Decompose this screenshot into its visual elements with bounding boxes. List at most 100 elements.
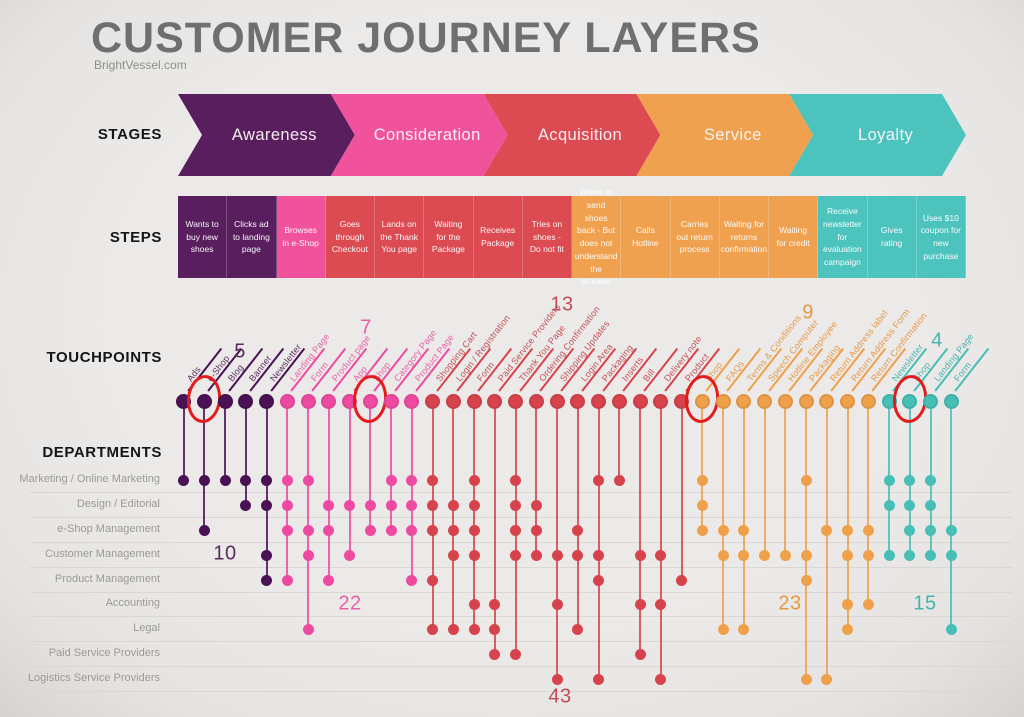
connection-count-label: 43: [548, 685, 572, 708]
department-connection-dot: [593, 574, 604, 586]
department-connection-dot: [800, 673, 812, 685]
touchpoint-stem: [825, 401, 828, 679]
department-connection-dot: [447, 549, 459, 561]
touchpoint-count-label: 7: [360, 316, 372, 339]
department-connection-dot: [489, 623, 501, 635]
step-text: Carries out return process: [676, 218, 713, 255]
department-connection-dot: [738, 524, 750, 536]
department-connection-dot: [323, 499, 335, 511]
department-connection-dot: [344, 499, 355, 511]
department-connection-dot: [862, 598, 874, 610]
touchpoint-dot: [736, 393, 752, 409]
department-connection-dot: [510, 648, 521, 660]
department-connection-dot: [945, 623, 957, 635]
department-connection-dot: [198, 474, 210, 486]
department-connection-dot: [385, 499, 397, 511]
department-connection-dot: [530, 499, 542, 511]
connection-count-label: 23: [778, 592, 802, 615]
touchpoint-dot: [674, 393, 689, 409]
touchpoint-stem: [618, 401, 621, 480]
department-connection-dot: [904, 499, 916, 511]
row-separator: [30, 492, 1012, 493]
touchpoint-dot: [632, 393, 648, 409]
department-connection-dot: [862, 524, 874, 536]
step-cell: Receive newsletter for evaluation campai…: [818, 196, 868, 278]
department-connection-dot: [364, 499, 376, 511]
touchpoint-dot: [217, 393, 233, 409]
department-connection-dot: [447, 524, 459, 536]
touchpoint-dot: [777, 393, 793, 409]
touchpoint-stem: [493, 401, 496, 654]
department-connection-dot: [904, 549, 916, 561]
touchpoint-dot: [798, 393, 814, 409]
department-connection-dot: [489, 648, 501, 660]
department-row-label: Design / Editorial: [76, 498, 160, 510]
connection-count-label: 22: [338, 592, 362, 615]
touchpoint-dot: [840, 393, 855, 409]
department-connection-dot: [468, 474, 480, 486]
touchpoint-stem: [452, 401, 455, 629]
touchpoint-dot: [902, 393, 918, 409]
touchpoint-stem: [369, 401, 372, 530]
department-connection-dot: [406, 524, 418, 536]
department-connection-dot: [406, 499, 418, 511]
department-connection-dot: [468, 499, 480, 511]
department-connection-dot: [323, 574, 335, 586]
step-cell: Calls Hotline: [621, 196, 671, 278]
department-connection-dot: [406, 574, 418, 586]
step-text: Gives rating: [880, 225, 903, 248]
step-cell: Waiting for returns confirmation: [719, 196, 769, 278]
department-connection-dot: [634, 648, 646, 660]
step-cell: Wants to send shoes back - But does not …: [572, 187, 622, 286]
touchpoint-stem: [846, 401, 849, 629]
department-connection-dot: [717, 524, 729, 536]
stage-label: Consideration: [373, 125, 481, 144]
department-connection-dot: [510, 549, 521, 561]
touchpoint-stem: [639, 401, 641, 654]
row-separator: [30, 592, 1012, 593]
department-connection-dot: [883, 499, 895, 511]
touchpoint-stem: [701, 401, 704, 530]
step-text: Waiting for returns confirmation: [720, 218, 768, 255]
department-row-label: Accounting: [105, 597, 160, 609]
touchpoint-stem: [244, 401, 247, 505]
touchpoint-dot: [176, 393, 191, 409]
touchpoint-dot: [279, 393, 295, 409]
department-connection-dot: [427, 574, 438, 586]
department-connection-dot: [302, 623, 314, 635]
department-connection-dot: [821, 673, 833, 685]
department-connection-dot: [696, 499, 708, 511]
department-connection-dot: [281, 474, 293, 486]
row-separator: [30, 691, 1012, 692]
department-connection-dot: [925, 499, 936, 511]
touchpoint-stem: [473, 401, 475, 629]
touchpoint-dot: [238, 393, 254, 409]
department-connection-dot: [427, 524, 438, 536]
touchpoint-stem: [535, 401, 538, 555]
department-connection-dot: [572, 524, 584, 536]
department-connection-dot: [468, 549, 480, 561]
department-connection-dot: [364, 524, 376, 536]
touchpoints-section-label: TOUCHPOINTS: [46, 349, 162, 366]
touchpoint-dot: [342, 393, 357, 409]
touchpoint-dot: [653, 393, 669, 409]
stage-chevron: Service: [636, 94, 813, 176]
page-title: CUSTOMER JOURNEY LAYERS: [91, 14, 761, 62]
step-text: Receives Package: [480, 225, 516, 248]
department-connection-dot: [323, 524, 335, 536]
department-row-label: Marketing / Online Marketing: [19, 473, 160, 485]
department-row-label: e-Shop Management: [57, 523, 160, 535]
touchpoint-stem: [784, 401, 787, 555]
department-connection-dot: [281, 499, 293, 511]
step-cell: Clicks ad to landing page: [227, 196, 277, 278]
department-connection-dot: [281, 574, 293, 586]
department-connection-dot: [447, 623, 459, 635]
touchpoint-stem: [805, 401, 807, 679]
touchpoint-stem: [576, 401, 579, 629]
touchpoint-dot: [943, 393, 959, 409]
touchpoint-dot: [300, 393, 316, 409]
department-row-label: Customer Management: [45, 548, 160, 560]
department-connection-dot: [904, 524, 916, 536]
department-connection-dot: [842, 623, 853, 635]
